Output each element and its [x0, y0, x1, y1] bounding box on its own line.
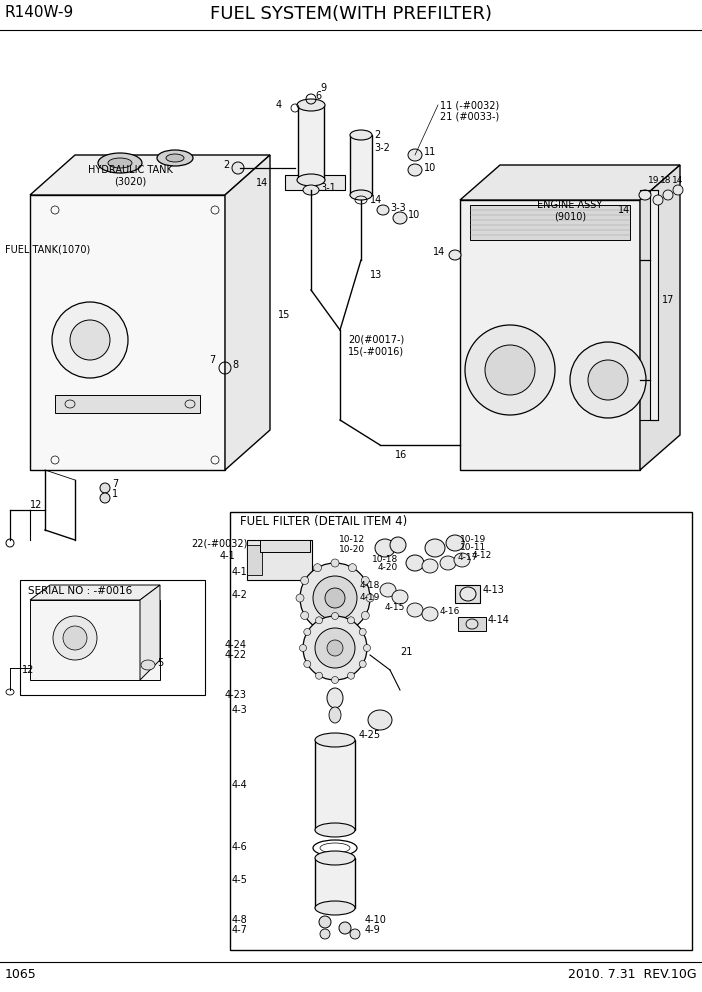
Ellipse shape	[653, 195, 663, 205]
Text: 11 (-#0032)
21 (#0033-): 11 (-#0032) 21 (#0033-)	[440, 100, 499, 122]
Text: 14: 14	[370, 195, 383, 205]
Ellipse shape	[375, 539, 395, 557]
Ellipse shape	[304, 629, 311, 636]
Ellipse shape	[157, 150, 193, 166]
Ellipse shape	[390, 537, 406, 553]
Polygon shape	[30, 155, 270, 195]
Ellipse shape	[364, 645, 371, 652]
Ellipse shape	[300, 576, 309, 584]
Bar	[55, 395, 200, 413]
Text: 4-20: 4-20	[378, 563, 398, 572]
Ellipse shape	[408, 149, 422, 161]
Ellipse shape	[588, 360, 628, 400]
Text: 17: 17	[662, 295, 675, 305]
Ellipse shape	[663, 190, 673, 200]
Ellipse shape	[339, 922, 351, 934]
Bar	[260, 540, 310, 552]
Bar	[455, 585, 480, 603]
Ellipse shape	[297, 99, 325, 111]
Ellipse shape	[485, 345, 535, 395]
Text: 10-18: 10-18	[372, 556, 398, 564]
Text: 18: 18	[660, 176, 672, 185]
Text: 4-24: 4-24	[225, 640, 247, 650]
Text: SERIAL NO : -#0016: SERIAL NO : -#0016	[28, 586, 132, 596]
Ellipse shape	[570, 342, 646, 418]
Text: 4-14: 4-14	[488, 615, 510, 625]
Text: 1065: 1065	[5, 968, 37, 981]
Text: FUEL TANK(1070): FUEL TANK(1070)	[5, 245, 91, 255]
Text: 4-7: 4-7	[231, 925, 247, 935]
Text: 16: 16	[395, 450, 407, 460]
Bar	[650, 190, 658, 420]
Bar	[230, 512, 692, 950]
Bar	[315, 858, 355, 908]
Ellipse shape	[331, 559, 339, 567]
Text: 7: 7	[112, 479, 118, 489]
Ellipse shape	[673, 185, 683, 195]
Bar	[20, 580, 205, 695]
Ellipse shape	[422, 559, 438, 573]
Text: 4-18: 4-18	[359, 580, 380, 589]
Ellipse shape	[315, 617, 322, 624]
Text: 14: 14	[672, 176, 683, 185]
Text: R140W-9: R140W-9	[5, 5, 74, 20]
Ellipse shape	[98, 153, 142, 173]
Ellipse shape	[639, 190, 651, 200]
Text: 4-2: 4-2	[231, 590, 247, 600]
Ellipse shape	[300, 645, 307, 652]
Ellipse shape	[141, 660, 155, 670]
Ellipse shape	[347, 617, 355, 624]
Text: 4: 4	[276, 100, 282, 110]
Text: 1: 1	[112, 489, 118, 499]
Polygon shape	[460, 165, 680, 200]
Ellipse shape	[304, 661, 311, 668]
Text: 6: 6	[315, 91, 321, 101]
Text: 3-2: 3-2	[374, 143, 390, 153]
Ellipse shape	[315, 851, 355, 865]
Text: 4-4: 4-4	[231, 780, 247, 790]
Text: FUEL SYSTEM(WITH PREFILTER): FUEL SYSTEM(WITH PREFILTER)	[210, 5, 492, 23]
Text: 2010. 7.31  REV.10G: 2010. 7.31 REV.10G	[569, 968, 697, 981]
Text: FUEL FILTER (DETAIL ITEM 4): FUEL FILTER (DETAIL ITEM 4)	[240, 515, 407, 528]
Ellipse shape	[362, 611, 369, 619]
Text: 4-5: 4-5	[231, 875, 247, 885]
Text: 4-15: 4-15	[385, 603, 405, 612]
Ellipse shape	[300, 611, 309, 619]
Ellipse shape	[327, 688, 343, 708]
Text: HYDRAULIC TANK
(3020): HYDRAULIC TANK (3020)	[88, 165, 173, 186]
Bar	[470, 205, 630, 240]
Text: 20(#0017-)
15(-#0016): 20(#0017-) 15(-#0016)	[348, 335, 404, 356]
Ellipse shape	[347, 673, 355, 680]
Ellipse shape	[100, 483, 110, 493]
Bar	[285, 175, 345, 190]
Bar	[247, 540, 312, 580]
Ellipse shape	[359, 661, 366, 668]
Polygon shape	[30, 585, 160, 600]
Text: 4-8: 4-8	[231, 915, 247, 925]
Ellipse shape	[392, 590, 408, 604]
Ellipse shape	[460, 587, 476, 601]
Ellipse shape	[315, 628, 355, 668]
Text: 14: 14	[256, 178, 268, 188]
Ellipse shape	[446, 535, 464, 551]
Text: 10: 10	[408, 210, 420, 220]
Text: 12: 12	[30, 500, 42, 510]
Bar	[247, 545, 262, 575]
Ellipse shape	[329, 707, 341, 723]
Text: 11: 11	[424, 147, 436, 157]
Ellipse shape	[108, 158, 132, 168]
Text: 4-10: 4-10	[365, 915, 387, 925]
Text: ENGINE ASSY
(9010): ENGINE ASSY (9010)	[537, 200, 602, 221]
Text: 8: 8	[232, 360, 238, 370]
Text: 12: 12	[22, 665, 34, 675]
Ellipse shape	[359, 629, 366, 636]
Ellipse shape	[466, 619, 478, 629]
Ellipse shape	[300, 563, 370, 633]
Ellipse shape	[315, 901, 355, 915]
Text: 13: 13	[370, 270, 383, 280]
Ellipse shape	[319, 916, 331, 928]
Text: 4-6: 4-6	[231, 842, 247, 852]
Text: 15: 15	[277, 310, 290, 320]
Ellipse shape	[100, 493, 110, 503]
Ellipse shape	[325, 588, 345, 608]
